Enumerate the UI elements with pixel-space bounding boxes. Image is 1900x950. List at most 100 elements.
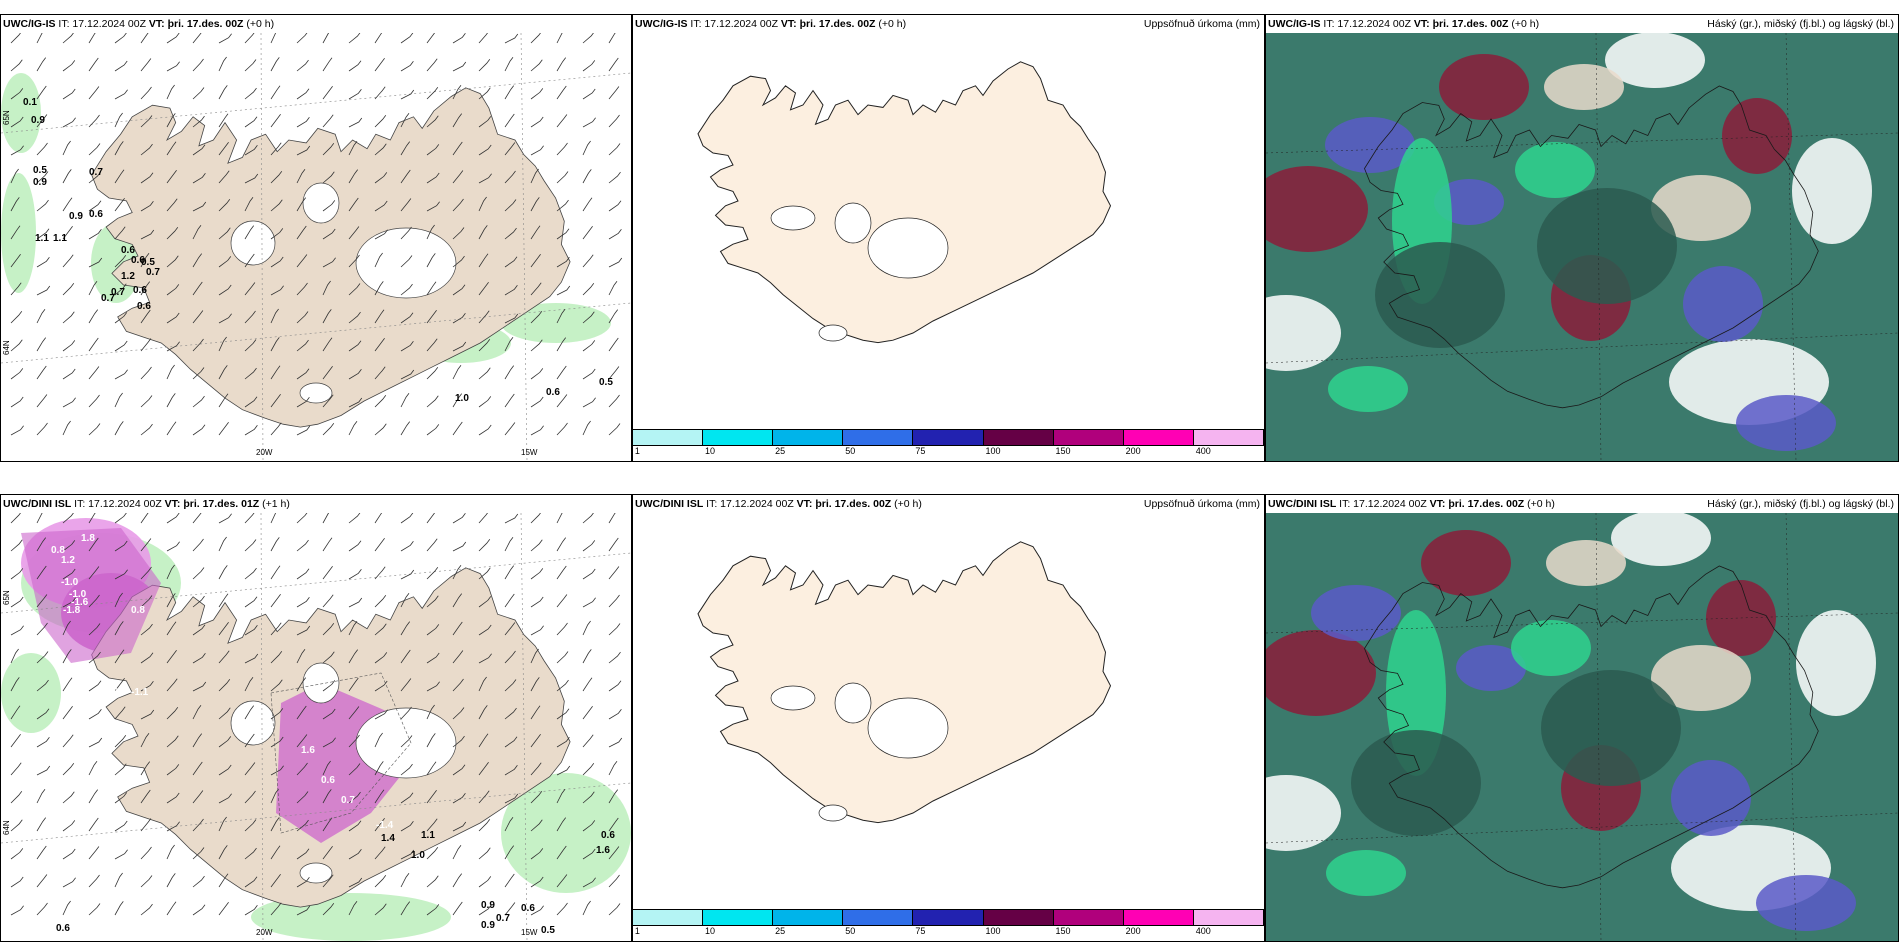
precip-value-label: 0.6 <box>89 209 103 220</box>
legend-swatch <box>983 910 1054 925</box>
map-cloud-cover <box>1266 33 1898 461</box>
legend-bar <box>633 429 1264 446</box>
glacier-hofsjokull <box>302 662 340 704</box>
legend-tick-label: 75 <box>915 926 926 936</box>
precip-value-label: -1.0 <box>61 577 79 588</box>
cloud-layer <box>1456 645 1526 691</box>
precip-value-label: 0.6 <box>546 387 560 398</box>
precip-color-legend: 1 10 25 50 75 100 150 200 400 <box>633 429 1264 459</box>
precip-area <box>501 773 631 893</box>
precip-value-label: 2.8 <box>13 523 27 534</box>
glacier-vatnajokull <box>355 227 457 299</box>
precip-value-label: 0.5 <box>141 257 155 268</box>
graticule <box>1 33 631 461</box>
legend-swatch <box>773 910 844 925</box>
precip-value-label: 1.2 <box>61 555 75 566</box>
precip-value-label: 0.7 <box>89 167 103 178</box>
hatched-region <box>270 672 412 834</box>
legend-tick-label: 100 <box>985 446 1001 456</box>
precip-value-label: 0.6 <box>133 285 147 296</box>
precip-value-label: 1.1 <box>421 830 435 841</box>
latitude-label: 65N <box>2 110 11 125</box>
cloud-layer <box>1439 54 1529 120</box>
legend-swatch <box>1053 430 1124 445</box>
cloud-layer <box>1683 266 1763 342</box>
wind-barbs <box>10 513 623 916</box>
precip-value-label: 0.6 <box>601 830 615 841</box>
precip-value-label: 0.6 <box>137 301 151 312</box>
panel-field-name: Háský (gr.), miðský (fj.bl.) og lágský (… <box>1707 18 1894 30</box>
legend-swatch <box>703 910 774 925</box>
legend-swatch <box>1123 910 1194 925</box>
precip-value-label: 0.7 <box>341 795 355 806</box>
legend-tick-label: 200 <box>1125 446 1141 456</box>
legend-ticks: 1 10 25 50 75 100 150 200 400 <box>633 445 1264 457</box>
glacier-hofsjokull <box>302 182 340 224</box>
legend-swatch <box>913 910 984 925</box>
precip-value-label: 1.6 <box>301 745 315 756</box>
cloud-layer <box>1511 620 1591 676</box>
cloud-layer <box>1326 850 1406 896</box>
legend-swatch <box>843 430 914 445</box>
precip-value-label: 1.1 <box>53 233 67 244</box>
legend-tick-label: 100 <box>985 926 1001 936</box>
cloud-layer <box>1736 395 1836 451</box>
legend-tick-label: 400 <box>1195 926 1211 936</box>
glacier-myrdalsjokull <box>299 862 333 884</box>
iceland-land <box>697 541 1112 824</box>
legend-tick-label: 25 <box>775 446 786 456</box>
precip-value-label: 0.7 <box>111 287 125 298</box>
precip-value-label: 0.9 <box>31 115 45 126</box>
cloud-layer <box>1756 875 1856 931</box>
precip-value-label: -1.8 <box>63 605 81 616</box>
legend-bar <box>633 909 1264 926</box>
legend-tick-label: 1 <box>634 446 640 456</box>
precip-value-label: 0.8 <box>51 545 65 556</box>
map-accumulated-precip <box>633 33 1264 428</box>
legend-swatch <box>773 430 844 445</box>
cloud-layer <box>1351 730 1481 836</box>
panel-title: UWC/IG-IS IT: 17.12.2024 00Z VT: þri. 17… <box>635 18 907 30</box>
panel-title: UWC/IG-IS IT: 17.12.2024 00Z VT: þri. 17… <box>1268 18 1540 30</box>
graticule <box>1266 33 1898 461</box>
legend-swatch <box>913 430 984 445</box>
cloud-layer <box>1375 242 1505 348</box>
panel-field-name: Uppsöfnuð úrkoma (mm) <box>1143 498 1260 510</box>
precip-value-label: 1.0 <box>455 393 469 404</box>
glacier-langjokull <box>230 220 276 266</box>
glacier-vatnajokull <box>355 707 457 779</box>
panel-field-name: Háský (gr.), miðský (fj.bl.) og lágský (… <box>1707 498 1894 510</box>
cloud-layer <box>1515 142 1595 198</box>
precip-value-label: 0.7 <box>101 293 115 304</box>
cloud-layer <box>1266 630 1376 716</box>
legend-tick-label: 25 <box>775 926 786 936</box>
precip-value-label: 0.6 <box>131 255 145 266</box>
precip-value-label: 0.6 <box>521 903 535 914</box>
cloud-layer <box>1266 295 1341 371</box>
legend-swatch <box>1193 430 1264 445</box>
cloud-layer <box>1266 775 1341 851</box>
precip-value-label: 0.9 <box>33 177 47 188</box>
legend-ticks: 1 10 25 50 75 100 150 200 400 <box>633 925 1264 937</box>
legend-swatch <box>843 910 914 925</box>
glacier-vatnajokull <box>867 217 949 279</box>
precip-value-label: 0.8 <box>131 605 145 616</box>
precip-value-label: 1.2 <box>121 271 135 282</box>
longitude-label: 15W <box>521 928 538 937</box>
cloud-layer <box>1544 64 1624 110</box>
precip-area <box>501 303 611 343</box>
panel-title: UWC/DINI ISL IT: 17.12.2024 00Z VT: þri.… <box>1268 498 1555 510</box>
cloud-layer <box>1546 540 1626 586</box>
panel-title: UWC/IG-IS IT: 17.12.2024 00Z VT: þri. 17… <box>3 18 275 30</box>
latitude-label: 65N <box>2 590 11 605</box>
precip-area <box>1 173 36 293</box>
panel-wind-precip-dini: UWC/DINI ISL IT: 17.12.2024 00Z VT: þri.… <box>0 494 632 942</box>
panel-title: UWC/DINI ISL IT: 17.12.2024 00Z VT: þri.… <box>3 498 290 510</box>
latitude-label: 64N <box>2 340 11 355</box>
panel-accumulated-precip-igis: UWC/IG-IS IT: 17.12.2024 00Z VT: þri. 17… <box>632 14 1265 462</box>
map-cloud-cover <box>1266 513 1898 941</box>
legend-swatch <box>703 430 774 445</box>
iceland-coastline <box>1364 85 1819 409</box>
precip-color-legend: 1 10 25 50 75 100 150 200 400 <box>633 909 1264 939</box>
glacier-vatnajokull <box>867 697 949 759</box>
